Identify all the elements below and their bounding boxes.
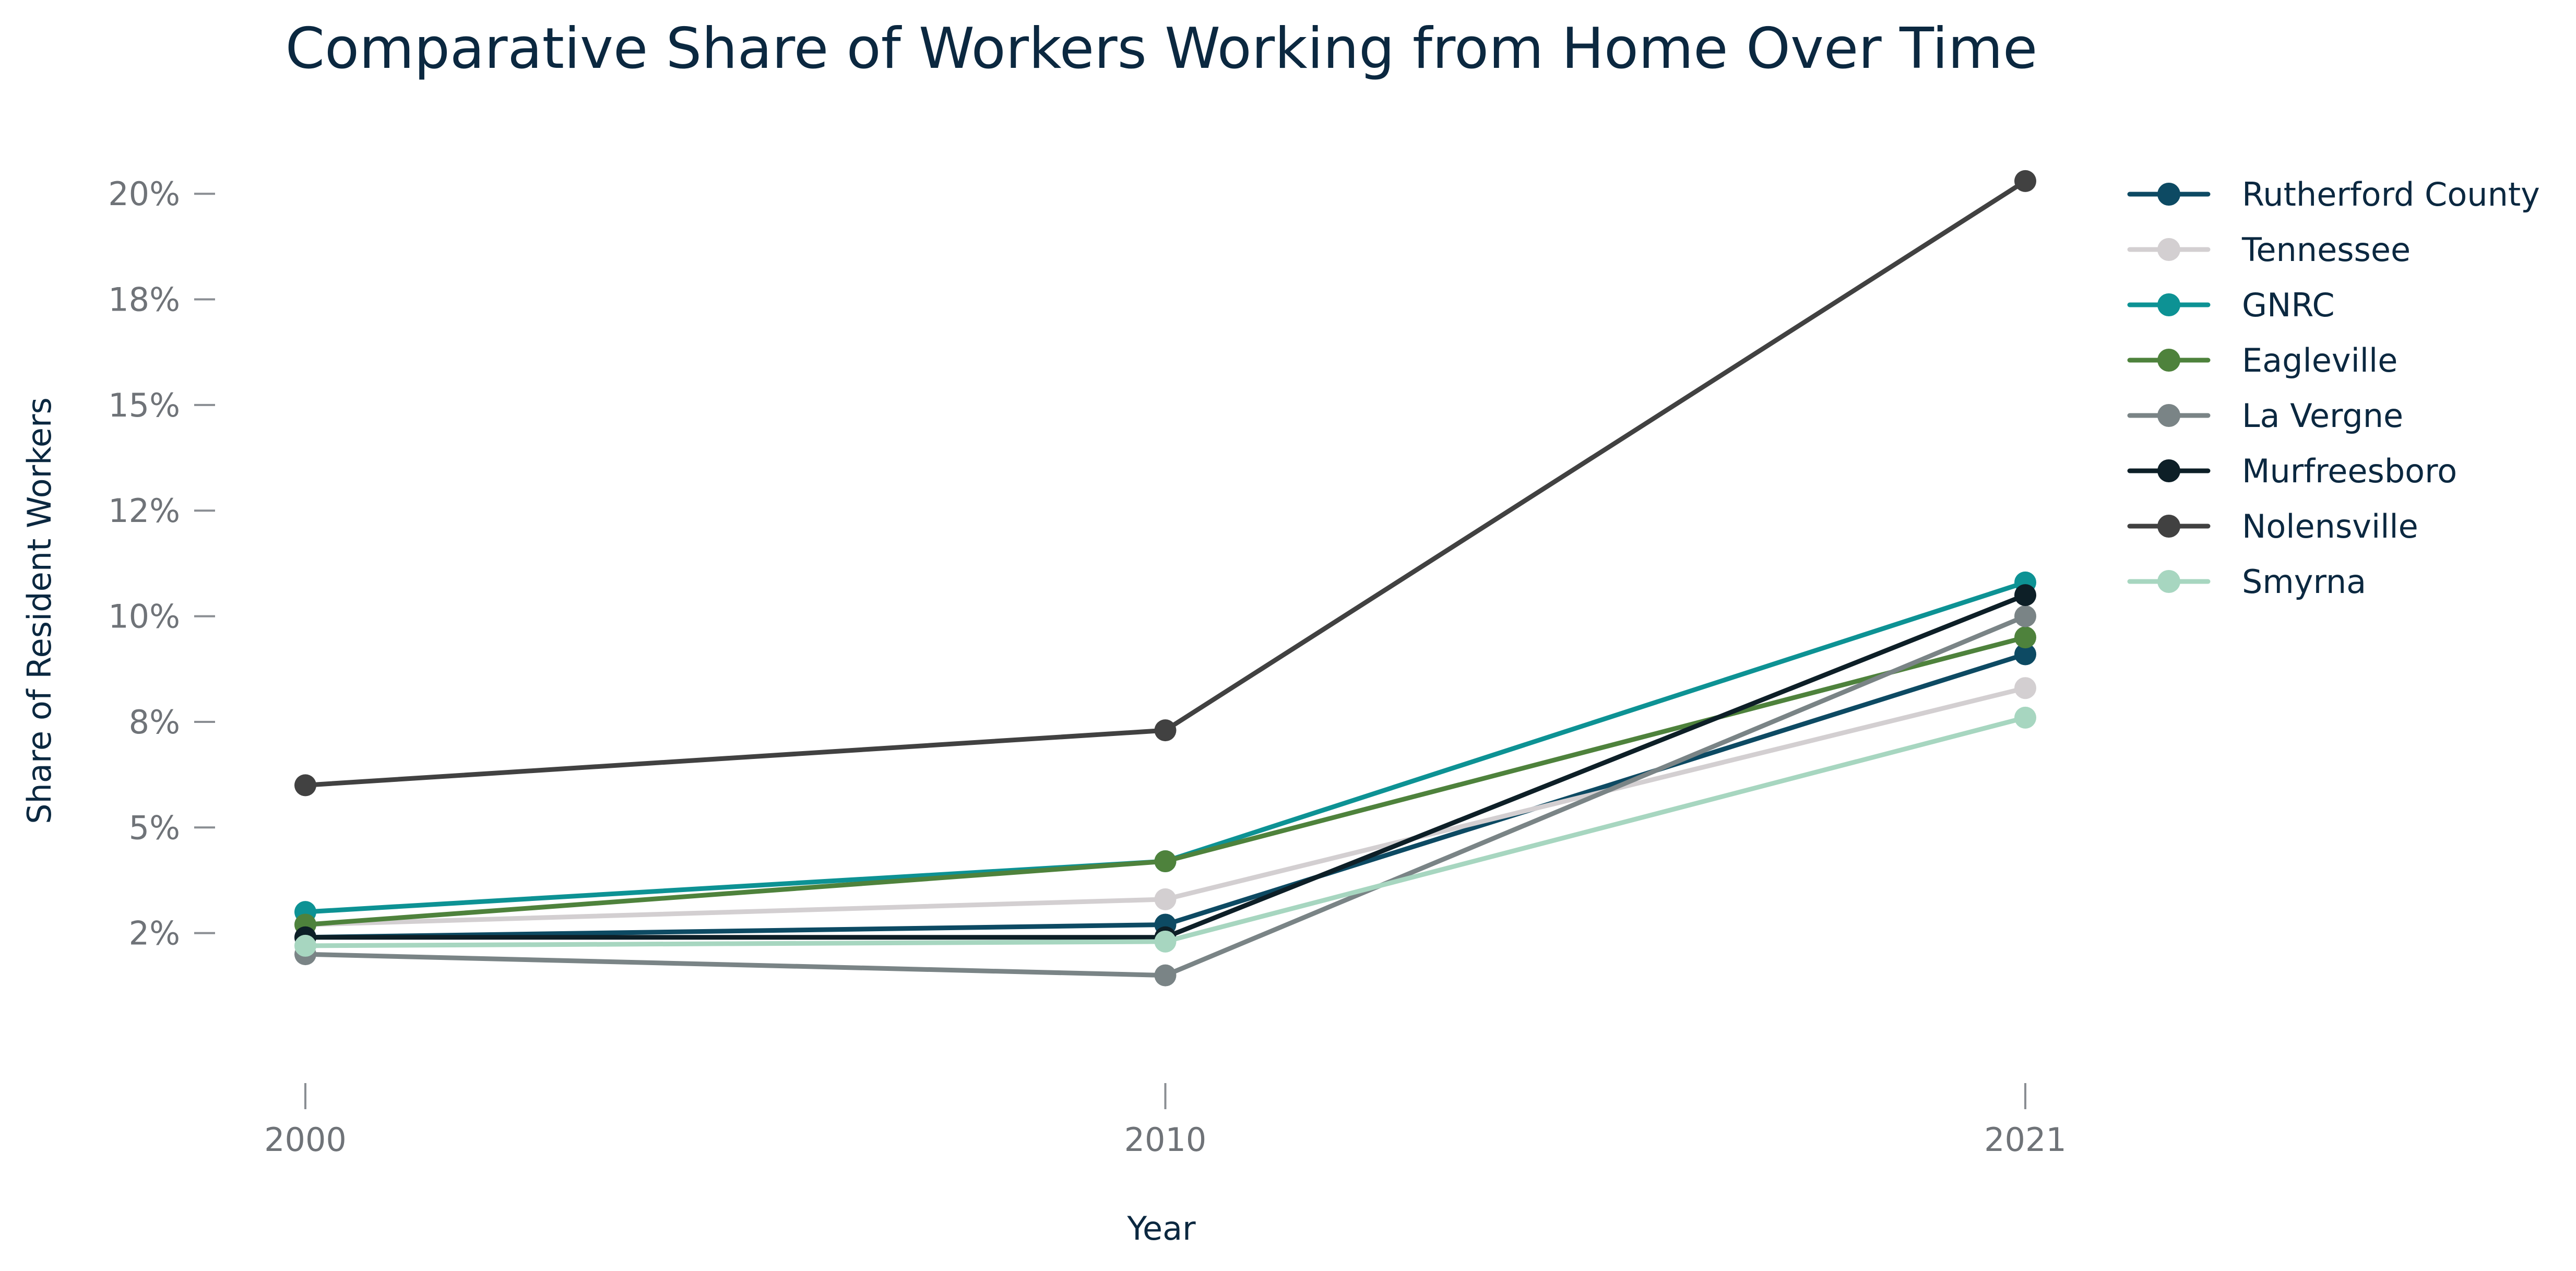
y-tick-label: 18%: [108, 281, 180, 319]
legend-label: La Vergne: [2242, 397, 2403, 435]
data-point-eagleville: [2014, 626, 2036, 649]
legend-item: Tennessee: [2127, 231, 2411, 269]
data-point-nolensville: [2014, 170, 2036, 192]
data-point-la-vergne: [2014, 605, 2036, 627]
legend-swatch-marker: [2157, 293, 2180, 316]
data-point-nolensville: [1154, 719, 1177, 742]
data-point-smyrna: [294, 934, 316, 957]
data-point-smyrna: [1154, 930, 1177, 953]
legend-label: Tennessee: [2241, 231, 2411, 269]
y-tick-label: 20%: [108, 175, 180, 213]
x-tick-label: 2021: [1984, 1121, 2067, 1159]
legend-item: GNRC: [2127, 286, 2335, 324]
legend-swatch-marker: [2157, 459, 2180, 482]
series-eagleville: [294, 626, 2036, 936]
y-axis: 2% 5% 8% 10% 12% 15% 18% 20%: [108, 175, 215, 953]
series-nolensville: [294, 170, 2036, 797]
legend-swatch-marker: [2157, 515, 2180, 538]
series-line-murfreesboro: [303, 592, 2028, 940]
legend-item: La Vergne: [2127, 397, 2403, 435]
x-tick-label: 2000: [264, 1121, 347, 1159]
legend-item: Smyrna: [2127, 563, 2366, 601]
legend-swatch-marker: [2157, 183, 2180, 206]
legend-item: Eagleville: [2127, 341, 2397, 379]
chart-title: Comparative Share of Workers Working fro…: [286, 16, 2038, 81]
legend-label: Nolensville: [2242, 507, 2418, 545]
legend: Rutherford County Tennessee GNRC Eagleville…: [2127, 175, 2540, 601]
data-point-rutherford-county: [2014, 643, 2036, 666]
data-point-murfreesboro: [2014, 584, 2036, 607]
data-point-smyrna: [2014, 706, 2036, 729]
x-tick-label: 2010: [1124, 1121, 1207, 1159]
y-tick-label: 2%: [129, 914, 180, 953]
y-tick-label: 10%: [108, 598, 180, 636]
series-smyrna: [294, 706, 2036, 957]
data-point-tennessee: [1154, 888, 1177, 910]
legend-label: Smyrna: [2242, 563, 2366, 601]
x-axis: 2000 2010 2021: [264, 1083, 2067, 1159]
legend-item: Murfreesboro: [2127, 452, 2457, 490]
series-line-eagleville: [303, 635, 2028, 927]
y-tick-label: 5%: [129, 809, 180, 847]
legend-item: Rutherford County: [2127, 175, 2540, 213]
series-layer: [294, 170, 2036, 987]
legend-swatch-marker: [2157, 238, 2180, 261]
data-point-nolensville: [294, 774, 316, 797]
legend-item: Nolensville: [2127, 507, 2418, 545]
x-axis-label: Year: [1126, 1209, 1196, 1248]
data-point-eagleville: [1154, 850, 1177, 873]
legend-swatch-marker: [2157, 349, 2180, 372]
legend-swatch-marker: [2157, 570, 2180, 593]
legend-swatch-marker: [2157, 404, 2180, 427]
legend-label: GNRC: [2242, 286, 2335, 324]
data-point-tennessee: [2014, 677, 2036, 699]
y-tick-label: 15%: [108, 386, 180, 424]
series-line-nolensville: [303, 179, 2028, 788]
y-tick-label: 8%: [129, 703, 180, 741]
legend-label: Rutherford County: [2242, 175, 2540, 213]
y-tick-label: 12%: [108, 492, 180, 530]
legend-label: Eagleville: [2242, 341, 2397, 379]
y-axis-label: Share of Resident Workers: [20, 397, 58, 824]
data-point-la-vergne: [1154, 964, 1177, 987]
legend-label: Murfreesboro: [2242, 452, 2457, 490]
